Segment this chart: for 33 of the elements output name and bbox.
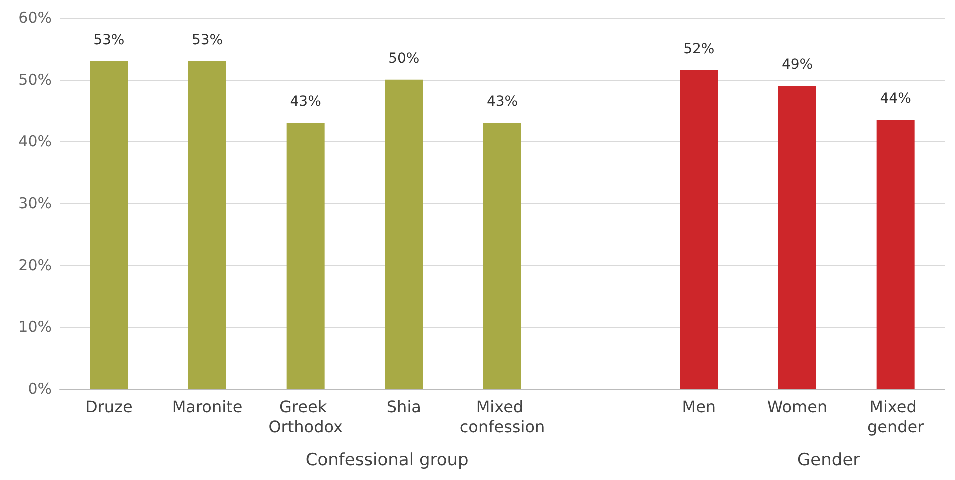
text: Gender — [797, 450, 860, 470]
x-tick-label: Maronite — [172, 398, 243, 416]
bar — [778, 86, 816, 389]
y-tick-label: 10% — [18, 318, 52, 336]
bar — [385, 80, 424, 389]
bar — [90, 61, 128, 389]
x-tick-label: Women — [767, 398, 828, 416]
y-tick-label: 60% — [18, 9, 52, 27]
y-tick-label: 50% — [18, 70, 52, 89]
text: Confessional group — [306, 450, 469, 470]
data-label: 44% — [880, 91, 912, 108]
y-tick-label: 0% — [28, 380, 52, 398]
data-label: 43% — [290, 94, 322, 110]
x-tick-label: Shia — [386, 398, 422, 416]
x-tick-label: Mixed confession — [460, 398, 546, 436]
data-label: 49% — [782, 57, 814, 74]
bar — [188, 61, 226, 389]
x-tick-label: Men — [682, 398, 716, 416]
x-tick-label: Greek Orthodox — [268, 398, 343, 436]
data-label: 53% — [192, 32, 224, 48]
bar — [680, 70, 718, 389]
bar — [286, 123, 325, 389]
bar — [876, 120, 915, 389]
y-tick-label: 40% — [18, 132, 52, 151]
data-label: 53% — [94, 32, 125, 48]
data-label: 52% — [684, 42, 715, 58]
data-label: 50% — [388, 50, 420, 67]
y-tick-label: 20% — [18, 256, 52, 274]
y-tick-label: 30% — [18, 194, 52, 212]
x-tick-label: Mixed gender — [867, 398, 925, 436]
bar — [484, 123, 522, 389]
data-label: 43% — [486, 94, 518, 110]
x-tick-label: Druze — [86, 398, 133, 416]
